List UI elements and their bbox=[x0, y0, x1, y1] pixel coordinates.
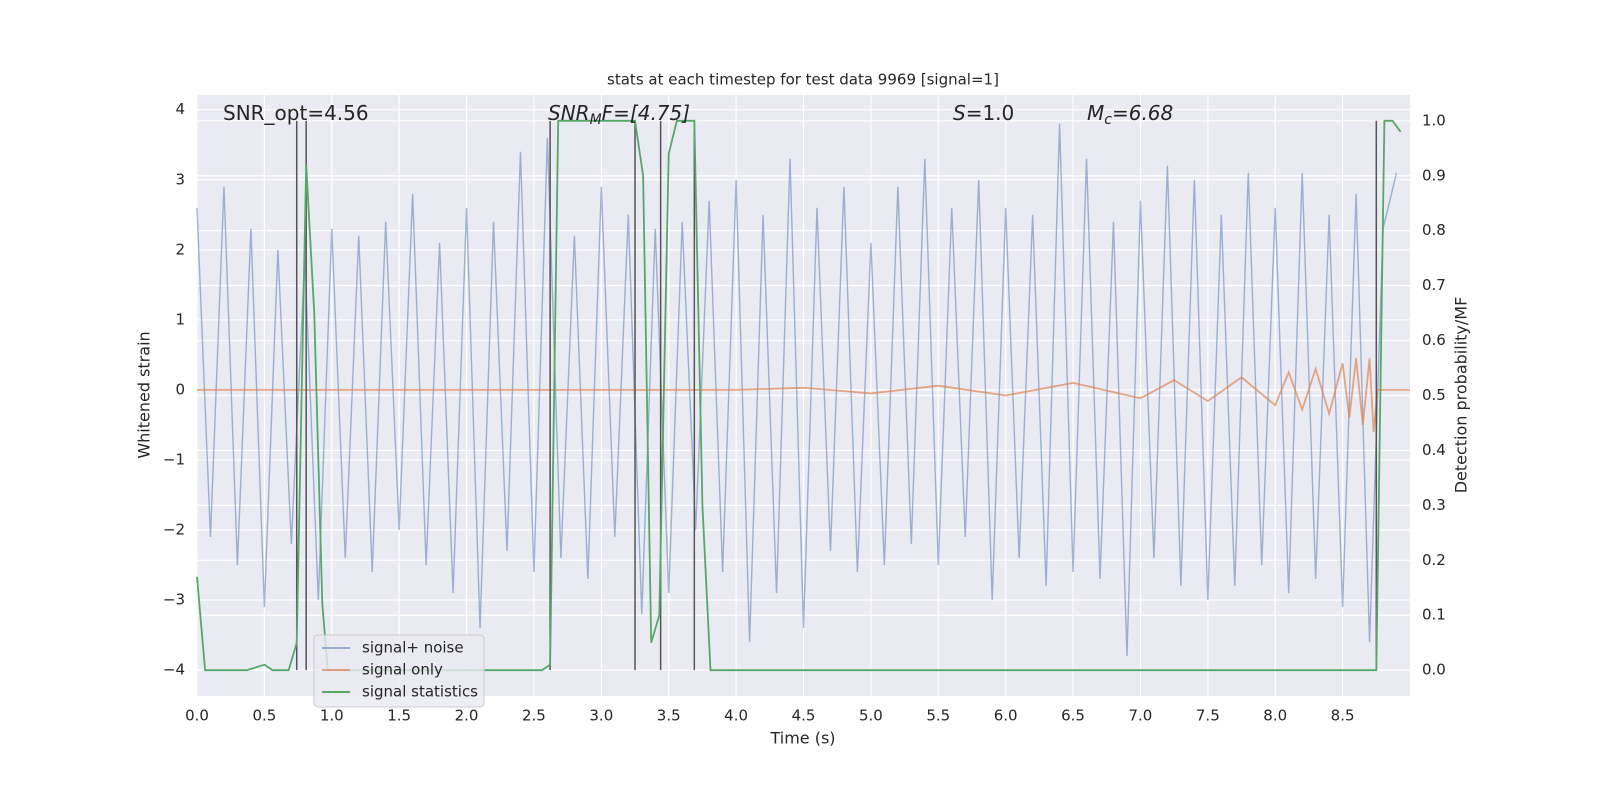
x-tick-label: 3.0 bbox=[589, 707, 613, 725]
series-line bbox=[197, 358, 1410, 433]
marks bbox=[196, 119, 1410, 672]
y2-tick-label: 0.6 bbox=[1422, 331, 1446, 349]
x-tick-label: 8.5 bbox=[1331, 707, 1355, 725]
y-tick-label: 0 bbox=[175, 380, 185, 398]
y2-tick-label: 1.0 bbox=[1422, 111, 1446, 129]
y-tick-label: −2 bbox=[163, 520, 185, 538]
annotation-part: =1.0 bbox=[966, 101, 1015, 125]
y-tick-label: −3 bbox=[163, 591, 185, 609]
annotation: Mc=6.68 bbox=[1087, 101, 1173, 129]
y-tick-label: 2 bbox=[175, 240, 185, 258]
y2-tick-label: 0.3 bbox=[1422, 496, 1446, 514]
legend-box bbox=[313, 634, 485, 708]
y2-tick-label: 0.2 bbox=[1422, 551, 1446, 569]
x-tick-label: 4.0 bbox=[724, 707, 748, 725]
y2-tick-label: 0.0 bbox=[1422, 661, 1446, 679]
y2-tick-label: 0.4 bbox=[1422, 441, 1446, 459]
legend-label: signal statistics bbox=[362, 683, 478, 701]
x-tick-label: 6.0 bbox=[994, 707, 1018, 725]
series-line bbox=[196, 123, 1398, 657]
legend-label: signal+ noise bbox=[362, 639, 464, 657]
y2-tick-label: 0.8 bbox=[1422, 221, 1446, 239]
annotation-part: SNR_opt=4.56 bbox=[223, 101, 369, 125]
y-tick-label: −4 bbox=[163, 661, 185, 679]
annotation: S=1.0 bbox=[953, 101, 1014, 125]
legend-label: signal only bbox=[362, 661, 443, 679]
annotation-part: M bbox=[590, 112, 602, 128]
annotation-part: F=[4.75] bbox=[602, 101, 690, 125]
annotation-part: M bbox=[1087, 101, 1104, 125]
annotation-part: c bbox=[1104, 112, 1112, 128]
annotation: SNR_opt=4.56 bbox=[223, 101, 369, 125]
x-tick-label: 8.0 bbox=[1263, 707, 1287, 725]
y2-axis-label: Detection probability/MF bbox=[1452, 297, 1471, 494]
annotation-part: S bbox=[953, 101, 966, 125]
annotation-part: SNR bbox=[548, 101, 590, 125]
y-tick-label: −1 bbox=[163, 450, 185, 468]
x-tick-label: 7.0 bbox=[1129, 707, 1153, 725]
y2-tick-label: 0.9 bbox=[1422, 166, 1446, 184]
x-tick-label: 1.5 bbox=[387, 707, 411, 725]
y-tick-label: 3 bbox=[175, 170, 185, 188]
x-tick-label: 6.5 bbox=[1061, 707, 1085, 725]
x-tick-label: 4.5 bbox=[792, 707, 816, 725]
y-tick-label: 1 bbox=[175, 310, 185, 328]
x-tick-label: 0.0 bbox=[185, 707, 209, 725]
y2-tick-label: 0.7 bbox=[1422, 276, 1446, 294]
x-tick-label: 0.5 bbox=[252, 707, 276, 725]
y-tick-label: 4 bbox=[175, 100, 185, 118]
x-tick-label: 5.0 bbox=[859, 707, 883, 725]
chart-title: stats at each timestep for test data 996… bbox=[607, 71, 999, 89]
y2-tick-label: 0.5 bbox=[1422, 386, 1446, 404]
x-tick-label: 7.5 bbox=[1196, 707, 1220, 725]
x-tick-label: 2.0 bbox=[455, 707, 479, 725]
y-axis-label: Whitened strain bbox=[135, 331, 154, 458]
series-line bbox=[196, 119, 1402, 672]
y2-tick-label: 0.1 bbox=[1422, 606, 1446, 624]
x-tick-label: 1.0 bbox=[320, 707, 344, 725]
x-tick-label: 3.5 bbox=[657, 707, 681, 725]
x-tick-label: 5.5 bbox=[926, 707, 950, 725]
annotation-part: =6.68 bbox=[1112, 101, 1173, 125]
x-tick-label: 2.5 bbox=[522, 707, 546, 725]
annotation: SNRMF=[4.75] bbox=[548, 101, 690, 129]
x-axis-label: Time (s) bbox=[769, 729, 835, 748]
overlay: SNR_opt=4.56 SNRMF=[4.75] S=1.0 Mc=6.68sign… bbox=[223, 101, 1173, 708]
